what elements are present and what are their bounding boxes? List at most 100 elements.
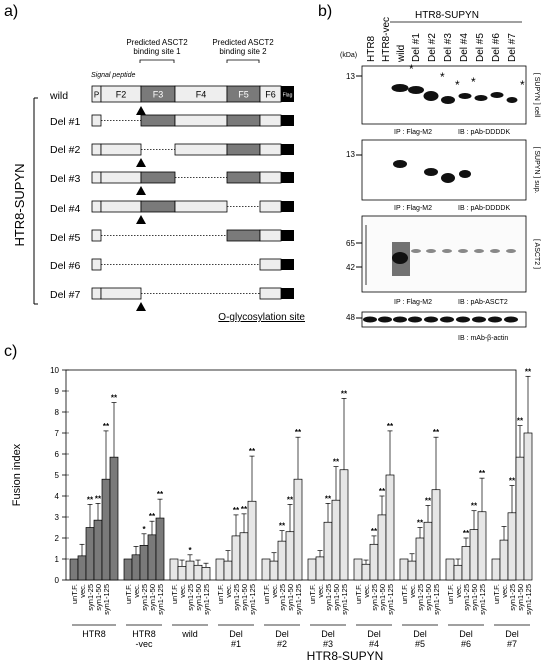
blot-asterisk: * xyxy=(520,78,525,92)
lane-label: Del #5 xyxy=(475,33,486,62)
construct-del1 xyxy=(91,114,294,127)
lane-label: wild xyxy=(396,45,407,63)
significance-mark: ** xyxy=(379,487,386,496)
bar xyxy=(201,567,211,581)
bar xyxy=(507,512,517,581)
vertical-label: HTR8-SUPYN xyxy=(12,163,27,246)
y-tick-label: 8 xyxy=(55,408,60,417)
significance-mark: ** xyxy=(95,494,102,503)
x-tick-label: vec. xyxy=(500,584,509,598)
bar xyxy=(231,535,241,581)
blot-asterisk: * xyxy=(471,75,476,89)
bar xyxy=(261,558,271,581)
blot1-side: [ SUPYN ] cell xyxy=(533,73,540,118)
blot-band xyxy=(490,92,504,98)
blot-band xyxy=(440,316,454,323)
lane-label: HTR8-vec xyxy=(381,17,392,62)
seg-f5: F5 xyxy=(238,90,249,100)
significance-mark: ** xyxy=(111,394,118,403)
x-tick-label: syn1-50 xyxy=(94,584,103,611)
x-tick-label: syn1-25 xyxy=(416,584,425,611)
significance-mark: ** xyxy=(333,458,340,467)
bar xyxy=(285,531,295,581)
x-tick-label: vec. xyxy=(224,584,233,598)
construct-del6 xyxy=(91,258,294,271)
row-label-del7: Del #7 xyxy=(50,289,81,301)
seg-p: P xyxy=(94,91,99,100)
blot-band xyxy=(488,316,502,323)
y-tick-label: 2 xyxy=(55,534,60,543)
significance-mark: ** xyxy=(287,495,294,504)
group-label: wild xyxy=(181,629,198,639)
significance-mark: ** xyxy=(233,506,240,515)
blot-band xyxy=(423,91,439,101)
construct-del7 xyxy=(91,287,294,300)
blot-band xyxy=(490,249,500,253)
significance-mark: ** xyxy=(295,428,302,437)
bar xyxy=(85,527,95,581)
group-label: #2 xyxy=(277,639,287,649)
bar xyxy=(269,560,279,581)
x-tick-label: unT.F. xyxy=(70,584,79,604)
blot-band xyxy=(393,316,407,323)
x-tick-label: syn1-25 xyxy=(462,584,471,611)
bar xyxy=(445,558,455,581)
bar xyxy=(415,537,425,581)
x-tick-label: syn1-125 xyxy=(432,584,441,615)
significance-mark: ** xyxy=(157,490,164,499)
bar xyxy=(177,565,187,581)
seg-flag: Flag xyxy=(283,93,293,99)
bar xyxy=(147,534,157,581)
x-tick-label: syn1-50 xyxy=(240,584,249,611)
bar xyxy=(239,532,249,581)
x-tick-label: syn1-25 xyxy=(508,584,517,611)
bar xyxy=(307,558,317,581)
blot-band xyxy=(474,95,488,101)
site1-line2: binding site 1 xyxy=(133,47,181,56)
blot-band xyxy=(393,160,407,168)
group-label: Del xyxy=(275,629,289,639)
bar xyxy=(123,558,133,581)
bar xyxy=(477,511,487,581)
blot-band xyxy=(458,249,468,253)
x-tick-label: vec. xyxy=(178,584,187,598)
x-tick-label: unT.F. xyxy=(170,584,179,604)
significance-mark: ** xyxy=(103,422,110,431)
site2-line1: Predicted ASCT2 xyxy=(212,38,274,47)
row-label-del3: Del #3 xyxy=(50,173,81,185)
group-label: HTR8 xyxy=(82,629,106,639)
y-tick-label: 7 xyxy=(55,429,60,438)
bar xyxy=(523,432,533,581)
significance-mark: ** xyxy=(341,389,348,398)
row-label-wild: wild xyxy=(49,90,68,102)
significance-mark: ** xyxy=(525,367,532,376)
blot3-marker1: 65 xyxy=(346,239,355,248)
significance-mark: ** xyxy=(149,512,156,521)
x-tick-label: syn1-25 xyxy=(140,584,149,611)
blot-band xyxy=(456,316,470,323)
x-tick-label: unT.F. xyxy=(262,584,271,604)
oglyco-label: O-glycosylation site xyxy=(218,312,305,323)
significance-mark: ** xyxy=(371,527,378,536)
x-tick-label: syn1-50 xyxy=(148,584,157,611)
significance-mark: ** xyxy=(325,494,332,503)
bar xyxy=(431,489,441,581)
bar xyxy=(491,558,501,581)
blot2-ip: IP : Flag-M2 xyxy=(394,205,432,212)
x-tick-label: vec. xyxy=(132,584,141,598)
blot-band xyxy=(506,97,518,103)
significance-mark: ** xyxy=(509,477,516,486)
row-label-del2: Del #2 xyxy=(50,144,81,156)
x-tick-label: syn1-50 xyxy=(332,584,341,611)
y-tick-label: 0 xyxy=(55,576,60,585)
site1-line1: Predicted ASCT2 xyxy=(126,38,188,47)
blot-asterisk: * xyxy=(409,62,414,76)
group-label: Del xyxy=(321,629,335,639)
y-axis-label: Fusion index xyxy=(11,443,23,506)
bar xyxy=(469,529,479,581)
bar xyxy=(101,478,111,581)
significance-mark: ** xyxy=(471,502,478,511)
blot-band xyxy=(472,316,486,323)
bar xyxy=(377,514,387,581)
